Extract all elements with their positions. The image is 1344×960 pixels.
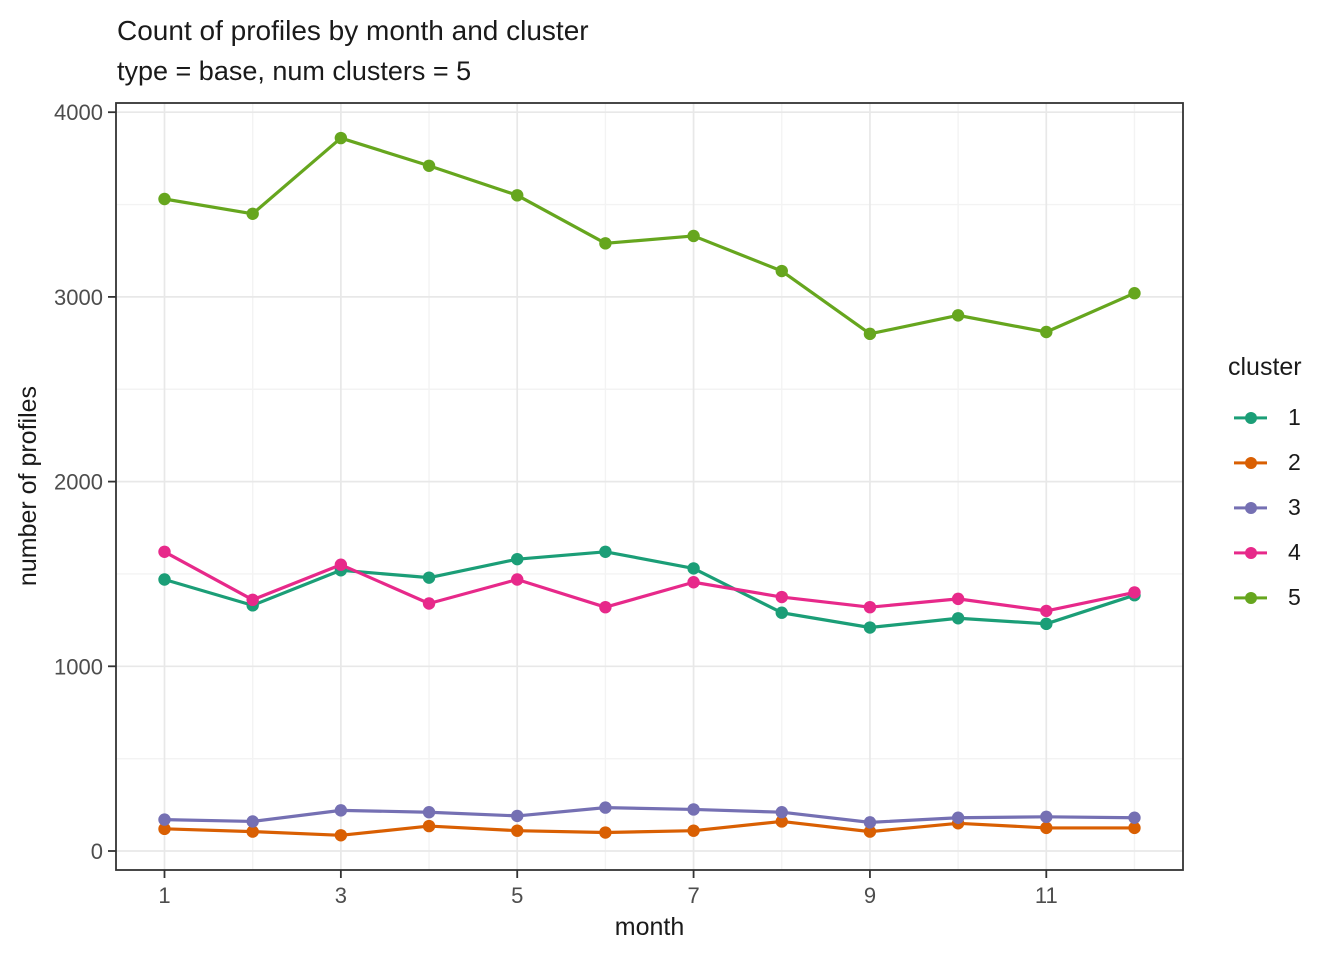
data-point-cluster-5-month-6: [599, 237, 612, 250]
legend-label: 1: [1288, 404, 1301, 430]
legend: cluster 1 2 3 4 5: [1228, 352, 1302, 620]
data-point-cluster-5-month-10: [951, 309, 965, 322]
data-point-cluster-5-month-3: [334, 131, 348, 145]
data-point-cluster-4-month-3: [334, 558, 348, 571]
data-point-cluster-4-month-5: [511, 573, 524, 586]
x-tick-label-11: 11: [1035, 883, 1058, 908]
data-point-cluster-1-month-6: [599, 545, 612, 558]
data-point-cluster-1-month-5: [511, 552, 524, 566]
x-tick-label-3: 3: [335, 883, 347, 908]
data-point-cluster-2-month-2: [246, 825, 259, 838]
data-point-cluster-5-month-1: [158, 192, 171, 206]
data-point-cluster-2-month-9: [863, 825, 877, 838]
x-tick-label-7: 7: [687, 883, 699, 908]
data-point-cluster-3-month-11: [1040, 810, 1053, 824]
data-point-cluster-2-month-11: [1040, 821, 1053, 835]
data-point-cluster-1-month-9: [863, 621, 877, 634]
data-point-cluster-3-month-2: [246, 815, 259, 828]
data-point-cluster-5-month-11: [1040, 325, 1053, 339]
x-tick-label-9: 9: [864, 883, 876, 908]
series-line-cluster-3: [164, 805, 1135, 824]
data-point-cluster-1-month-10: [951, 612, 965, 625]
data-point-cluster-1-month-8: [775, 606, 788, 619]
y-tick-label-4000: 4000: [54, 100, 103, 125]
data-point-cluster-3-month-8: [775, 806, 788, 819]
data-point-cluster-5-month-4: [422, 159, 436, 172]
data-point-cluster-2-month-7: [687, 824, 700, 837]
y-tick-label-1000: 1000: [54, 654, 103, 679]
data-point-cluster-2-month-5: [511, 824, 524, 837]
y-tick-label-2000: 2000: [54, 470, 103, 495]
legend-items: 1 2 3 4 5: [1228, 395, 1302, 620]
legend-item-cluster-2: 2: [1228, 440, 1302, 485]
data-point-cluster-2-month-6: [599, 826, 612, 839]
data-point-cluster-4-month-4: [422, 597, 436, 610]
data-point-cluster-2-month-1: [158, 822, 171, 836]
data-point-cluster-1-month-7: [687, 562, 700, 575]
data-point-cluster-4-month-8: [775, 590, 788, 604]
y-tick-label-3000: 3000: [54, 285, 103, 310]
data-point-cluster-4-month-10: [951, 592, 965, 606]
series-line-cluster-5: [164, 136, 1136, 336]
data-point-cluster-3-month-4: [422, 806, 436, 819]
data-point-cluster-3-month-3: [334, 804, 348, 817]
data-point-cluster-3-month-10: [951, 811, 965, 824]
legend-key-line-dot-icon: [1234, 545, 1267, 561]
data-point-cluster-4-month-7: [687, 576, 700, 589]
data-point-cluster-5-month-8: [775, 264, 788, 278]
data-point-cluster-5-month-7: [687, 229, 700, 243]
legend-key-line-dot-icon: [1234, 590, 1267, 606]
legend-label: 3: [1288, 494, 1301, 520]
data-point-cluster-5-month-12: [1128, 287, 1141, 300]
series-line-cluster-2: [164, 819, 1135, 837]
data-point-cluster-1-month-4: [422, 571, 436, 584]
data-point-cluster-2-month-4: [422, 819, 436, 833]
data-point-cluster-4-month-1: [158, 545, 171, 558]
x-axis-title: month: [614, 913, 685, 941]
x-tick-label-5: 5: [511, 883, 523, 908]
data-point-cluster-3-month-7: [687, 803, 700, 816]
legend-item-cluster-1: 1: [1228, 395, 1302, 440]
panel-border: [115, 102, 1184, 871]
data-point-cluster-5-month-2: [246, 207, 259, 220]
data-point-cluster-3-month-6: [599, 801, 612, 814]
legend-label: 2: [1288, 449, 1301, 475]
legend-title: cluster: [1228, 353, 1302, 381]
legend-key-line-dot-icon: [1234, 410, 1267, 426]
data-point-cluster-5-month-5: [511, 189, 524, 202]
x-tick-label-1: 1: [158, 883, 170, 908]
legend-label: 4: [1288, 539, 1301, 565]
series-line-cluster-4: [163, 550, 1135, 613]
panel-background: [116, 103, 1183, 870]
data-point-cluster-3-month-9: [863, 816, 877, 829]
data-point-cluster-3-month-1: [158, 813, 171, 826]
data-point-cluster-3-month-5: [511, 809, 524, 823]
data-point-cluster-4-month-9: [863, 600, 877, 614]
legend-key-line-dot-icon: [1234, 455, 1267, 471]
data-point-cluster-4-month-11: [1040, 604, 1053, 618]
series-line-cluster-1: [164, 550, 1135, 630]
y-axis-title: number of profiles: [14, 385, 42, 587]
chart-subtitle: type = base, num clusters = 5: [117, 56, 472, 86]
data-point-cluster-3-month-12: [1128, 811, 1141, 824]
data-point-cluster-1-month-11: [1040, 617, 1053, 631]
data-point-cluster-2-month-3: [334, 829, 348, 842]
data-point-cluster-4-month-2: [246, 593, 259, 607]
data-point-cluster-5-month-9: [863, 327, 877, 341]
legend-item-cluster-5: 5: [1228, 575, 1302, 620]
data-point-cluster-1-month-1: [158, 573, 171, 586]
legend-item-cluster-4: 4: [1228, 530, 1302, 575]
legend-key-line-dot-icon: [1234, 500, 1267, 516]
data-point-cluster-2-month-8: [775, 815, 788, 828]
data-point-cluster-4-month-12: [1128, 586, 1141, 599]
chart-title: Count of profiles by month and cluster: [117, 15, 589, 46]
legend-label: 5: [1288, 584, 1301, 610]
data-point-cluster-2-month-12: [1128, 821, 1141, 835]
legend-item-cluster-3: 3: [1228, 485, 1302, 530]
y-tick-label-0: 0: [91, 839, 103, 864]
data-point-cluster-4-month-6: [599, 600, 612, 614]
